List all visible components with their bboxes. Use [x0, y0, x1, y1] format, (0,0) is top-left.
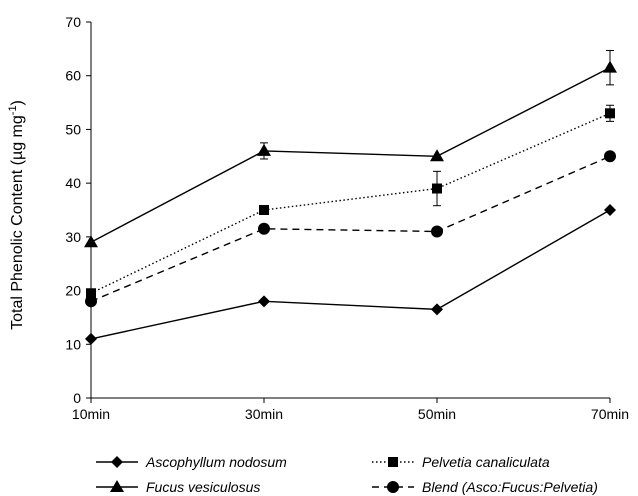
- legend-item: Pelvetia canaliculata: [372, 454, 550, 470]
- data-point: [432, 183, 442, 194]
- series-diamond: [85, 204, 616, 345]
- x-tick-label: 50min: [418, 406, 456, 422]
- data-point: [86, 288, 96, 299]
- data-point: [603, 60, 617, 73]
- y-axis-label-end: ): [9, 100, 26, 105]
- y-axis-label-sup: -1: [7, 105, 19, 115]
- y-tick-label: 20: [65, 283, 81, 299]
- data-point: [431, 303, 443, 316]
- axes: [86, 21, 611, 403]
- legend-item: Ascophyllum nodosum: [96, 454, 287, 470]
- data-point: [258, 222, 270, 235]
- y-axis-label-main: Total Phenolic Content (µg mg: [9, 115, 26, 330]
- data-point: [84, 235, 98, 248]
- series-square: [86, 104, 615, 299]
- y-tick-label: 60: [65, 68, 81, 84]
- legend-item: Blend (Asco:Fucus:Pelvetia): [372, 479, 598, 495]
- legend-label: Ascophyllum nodosum: [145, 454, 287, 470]
- series-line: [90, 112, 611, 294]
- data-point: [604, 150, 616, 163]
- legend-marker: [111, 456, 123, 468]
- data-point: [85, 332, 97, 345]
- y-tick-label: 50: [65, 121, 81, 137]
- x-tick-label: 10min: [72, 406, 110, 422]
- data-point: [605, 108, 615, 119]
- legend-marker: [388, 457, 398, 467]
- series-line: [90, 67, 611, 243]
- legend-item: Fucus vesiculosus: [96, 479, 260, 495]
- data-point: [85, 295, 97, 308]
- y-axis-label: Total Phenolic Content (µg mg-1): [7, 100, 26, 330]
- data-point: [430, 149, 444, 162]
- y-tick-labels: 0 10 20 30 40 50 60 70: [65, 14, 81, 406]
- x-tick-labels: 10min 30min 50min 70min: [72, 406, 629, 422]
- legend-marker: [387, 481, 399, 493]
- legend-label: Pelvetia canaliculata: [422, 454, 550, 470]
- y-tick-label: 40: [65, 175, 81, 191]
- series-group: [84, 49, 617, 345]
- y-tick-label: 30: [65, 229, 81, 245]
- series-triangle: [84, 49, 617, 248]
- data-point: [259, 205, 269, 215]
- data-point: [604, 204, 616, 216]
- x-tick-label: 70min: [591, 406, 629, 422]
- y-tick-label: 70: [65, 14, 81, 30]
- x-tick-label: 30min: [245, 406, 283, 422]
- data-point: [257, 143, 271, 156]
- series-line: [90, 155, 611, 302]
- series-circle: [85, 150, 616, 308]
- y-tick-label: 0: [73, 390, 81, 406]
- series-line: [90, 209, 611, 340]
- data-point: [258, 295, 270, 308]
- legend-marker: [110, 480, 124, 492]
- y-tick-label: 10: [65, 336, 81, 352]
- data-point: [431, 225, 443, 238]
- legend: Ascophyllum nodosum Pelvetia canaliculata…: [96, 454, 598, 495]
- legend-label: Blend (Asco:Fucus:Pelvetia): [422, 479, 598, 495]
- legend-label: Fucus vesiculosus: [146, 479, 260, 495]
